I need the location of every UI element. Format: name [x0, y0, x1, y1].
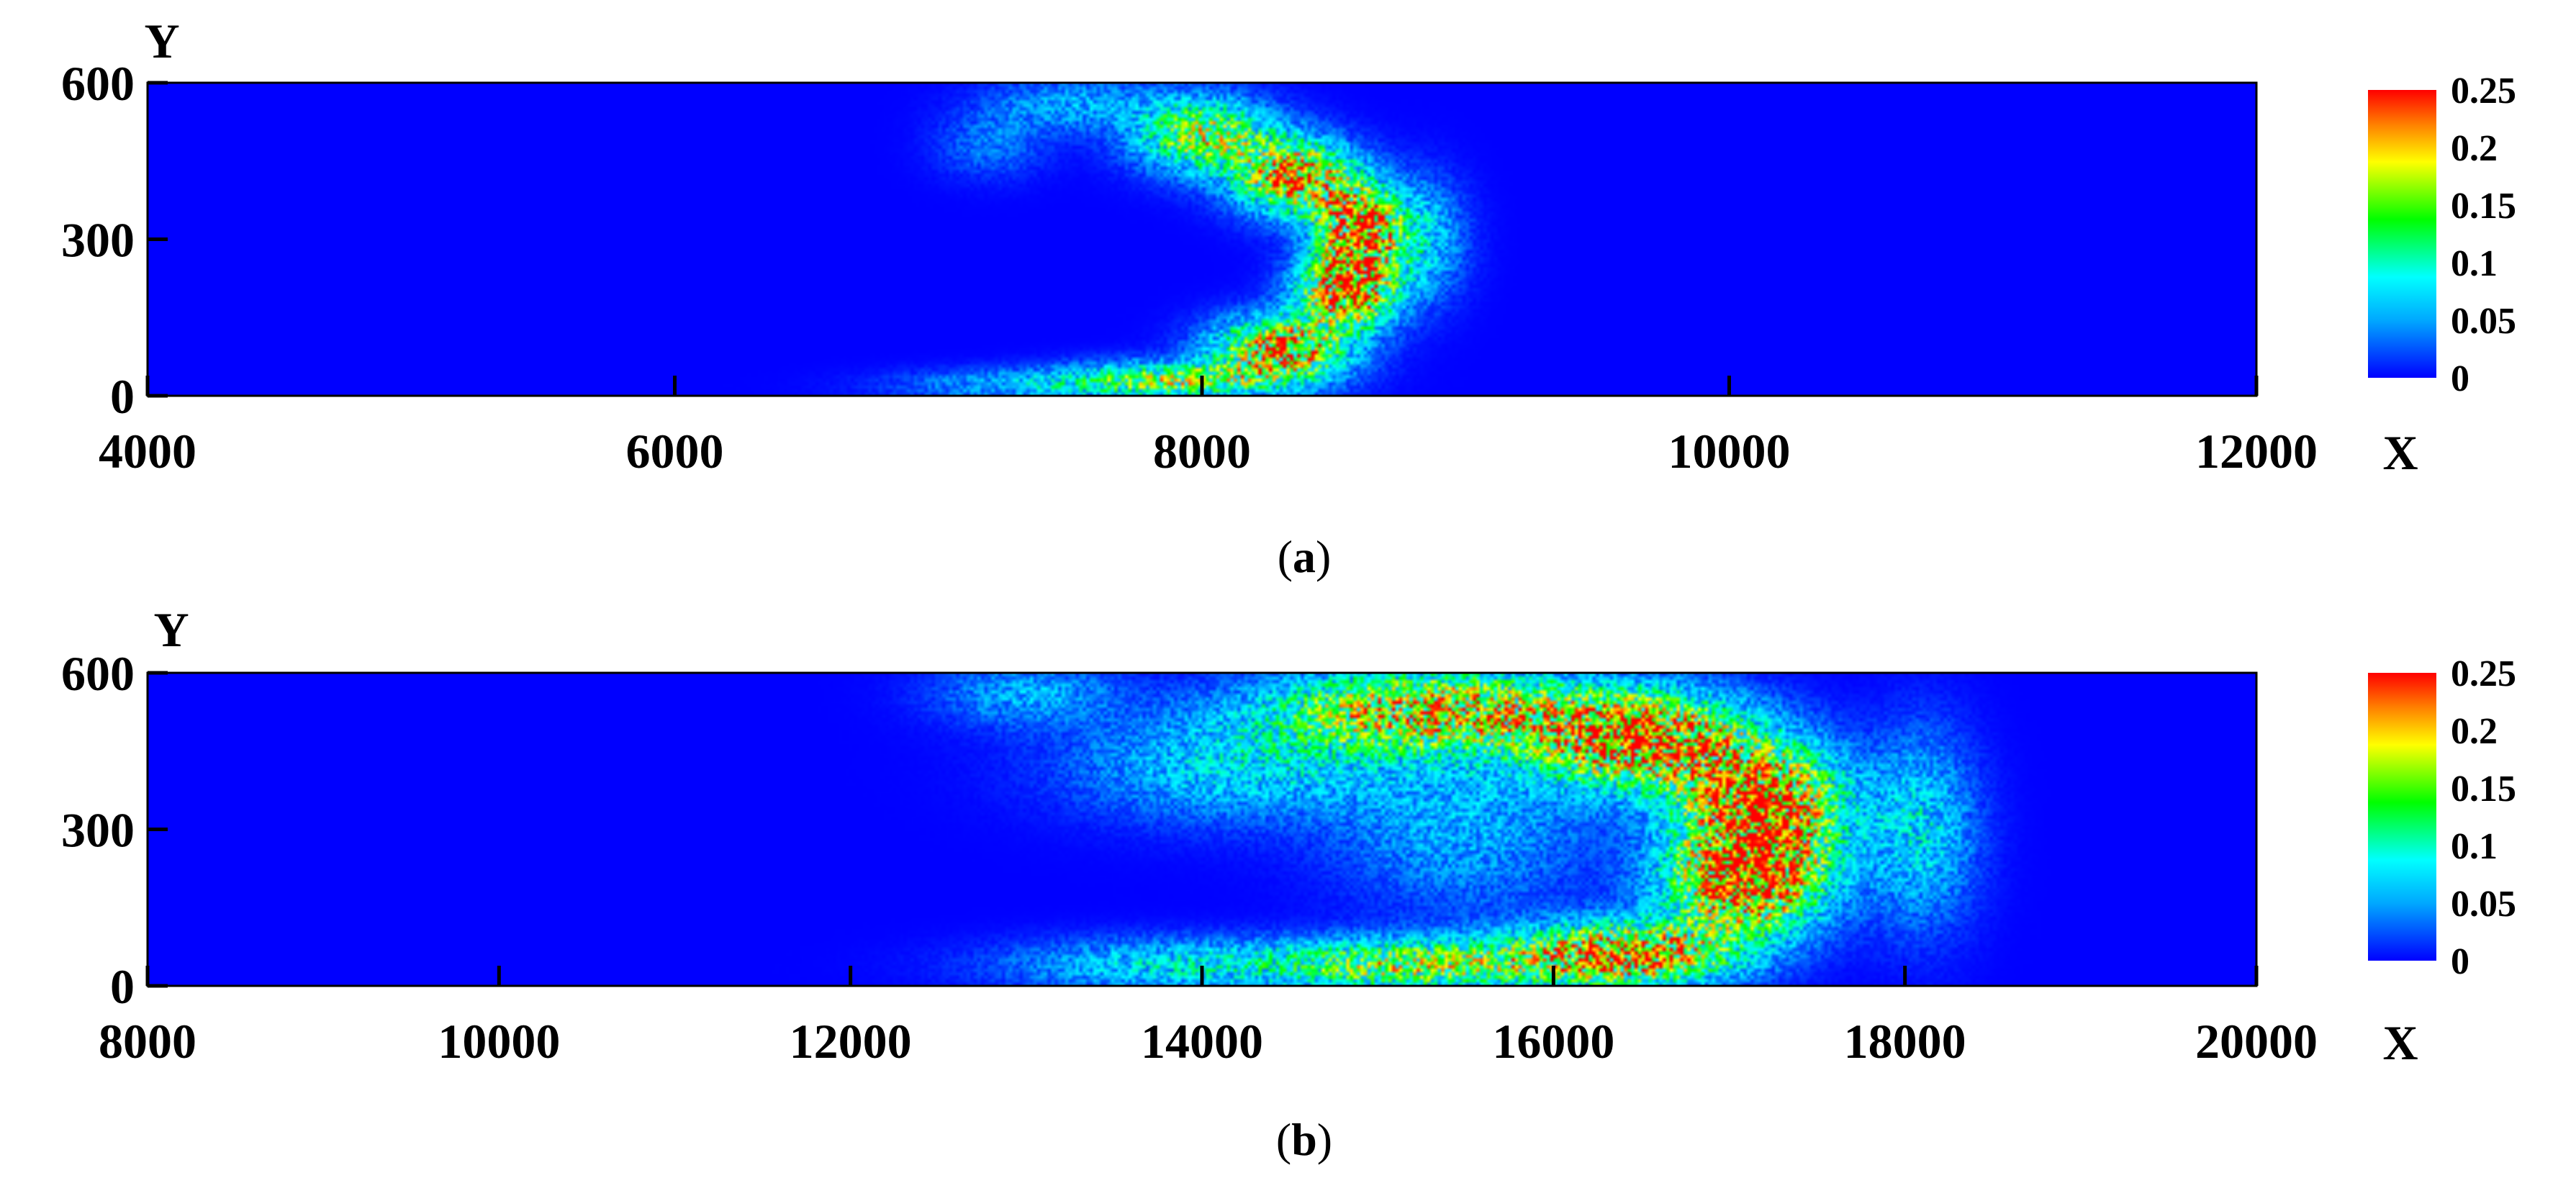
panel-a-caption: (a)	[1278, 531, 1332, 582]
panel-a-heatmap	[148, 83, 2256, 396]
panel-a-y-tick-label: 0	[110, 369, 135, 424]
panel-a: 4000 6000 8000 10000 12000 0 300 600 Y X 0 0.05…	[61, 14, 2516, 582]
panel-a-colorbar-tick-label: 0.15	[2451, 186, 2516, 227]
panel-b-y-tick-label: 0	[110, 959, 135, 1014]
panel-b-y-tick-label: 600	[61, 646, 135, 701]
panel-a-x-tick-label: 4000	[99, 424, 196, 479]
panel-a-ylabel: Y	[144, 14, 179, 68]
panel-a-x-ticks: 4000 6000 8000 10000 12000	[99, 376, 2318, 479]
panel-a-y-tick-label: 300	[61, 213, 135, 268]
panel-a-caption-close: )	[1316, 531, 1331, 582]
panel-a-y-ticks: 0 300 600	[61, 56, 168, 424]
panel-b-x-tick-label: 8000	[99, 1014, 196, 1069]
panel-a-colorbar-tick-label: 0.2	[2451, 128, 2498, 169]
panel-b-colorbar-tick-label: 0.05	[2451, 884, 2516, 925]
panel-b-x-tick-label: 16000	[1492, 1014, 1614, 1069]
panel-a-colorbar-ticks: 0 0.05 0.1 0.15 0.2 0.25	[2451, 71, 2516, 399]
panel-a-colorbar-tick-label: 0.1	[2451, 243, 2498, 284]
panel-b-ylabel: Y	[153, 602, 189, 657]
panel-b-x-tick-label: 10000	[438, 1014, 560, 1069]
panel-b-x-tick-label: 14000	[1141, 1014, 1263, 1069]
panel-a-xlabel: X	[2382, 425, 2418, 480]
panel-a-x-tick-label: 6000	[626, 424, 724, 479]
panel-b-y-ticks: 0 300 600	[61, 646, 168, 1014]
panel-b-caption-letter: b	[1291, 1114, 1317, 1165]
panel-a-caption-open: (	[1278, 531, 1293, 582]
panel-a-colorbar-tick-label: 0	[2451, 358, 2469, 399]
panel-a-colorbar-tick-label: 0.05	[2451, 301, 2516, 342]
panel-b-colorbar-tick-label: 0.15	[2451, 769, 2516, 810]
panel-a-x-tick-label: 8000	[1153, 424, 1251, 479]
panel-b-caption: (b)	[1276, 1114, 1332, 1165]
panel-a-y-tick-label: 600	[61, 56, 135, 111]
panel-b-y-tick-label: 300	[61, 803, 135, 858]
panel-a-x-tick-label: 12000	[2195, 424, 2318, 479]
panel-b-colorbar-tick-label: 0	[2451, 941, 2469, 982]
panel-b-caption-close: )	[1317, 1114, 1332, 1165]
panel-b: 8000 10000 12000 14000 16000 18000 20000 0 300 6…	[61, 602, 2516, 1165]
panel-b-xlabel: X	[2382, 1015, 2418, 1070]
panel-b-colorbar	[2368, 673, 2436, 961]
panel-a-colorbar	[2368, 90, 2436, 378]
panel-b-colorbar-tick-label: 0.25	[2451, 653, 2516, 694]
panel-b-colorbar-ticks: 0 0.05 0.1 0.15 0.2 0.25	[2451, 653, 2516, 982]
panel-b-x-tick-label: 12000	[790, 1014, 912, 1069]
panel-b-heatmap	[148, 673, 2256, 986]
panel-b-colorbar-tick-label: 0.1	[2451, 826, 2498, 867]
panel-b-x-ticks: 8000 10000 12000 14000 16000 18000 20000	[99, 966, 2318, 1069]
panel-b-caption-open: (	[1276, 1114, 1291, 1165]
panel-b-x-tick-label: 20000	[2195, 1014, 2318, 1069]
panel-b-colorbar-tick-label: 0.2	[2451, 711, 2498, 752]
panel-a-colorbar-tick-label: 0.25	[2451, 71, 2516, 112]
panel-b-x-tick-label: 18000	[1844, 1014, 1966, 1069]
panel-a-caption-letter: a	[1293, 531, 1316, 582]
panel-a-x-tick-label: 10000	[1668, 424, 1791, 479]
